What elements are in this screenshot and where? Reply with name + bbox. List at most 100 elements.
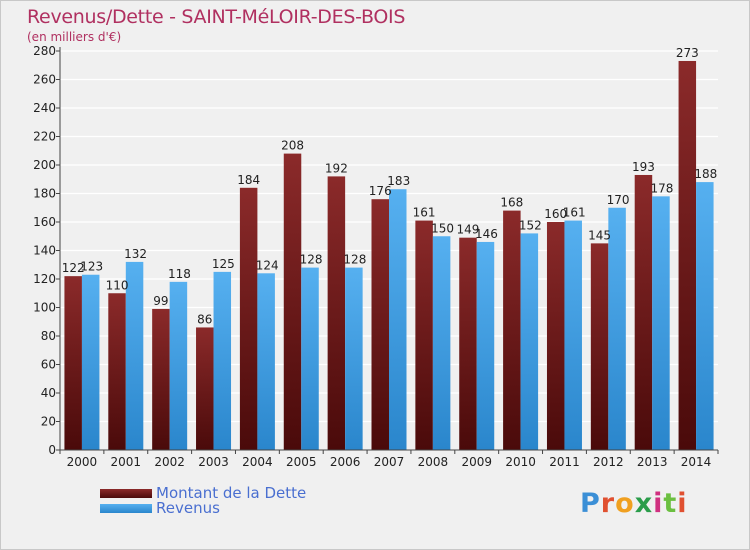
x-tick-label: 2010	[505, 455, 536, 469]
data-label-revenus: 125	[212, 257, 235, 271]
legend-label-revenus: Revenus	[156, 499, 220, 517]
x-tick-label: 2005	[286, 455, 317, 469]
logo-letter: r	[600, 488, 616, 519]
logo-letter: t	[663, 488, 678, 519]
logo-letter: x	[634, 488, 654, 519]
y-tick-label: 80	[41, 329, 56, 343]
bar-dette	[327, 176, 346, 450]
x-tick-label: 2014	[681, 455, 712, 469]
y-tick-label: 120	[33, 272, 56, 286]
bar-dette	[590, 243, 609, 450]
y-tick-label: 260	[33, 73, 56, 87]
x-tick-label: 2004	[242, 455, 273, 469]
proxiti-logo: Proxiti	[580, 488, 688, 519]
bar-dette	[371, 199, 389, 450]
data-label-dette: 193	[632, 160, 655, 174]
bar-revenus	[81, 274, 100, 450]
bar-dette	[152, 308, 170, 450]
x-tick-label: 2011	[549, 455, 580, 469]
bar-dette	[108, 293, 126, 450]
bar-revenus	[520, 233, 539, 450]
data-label-dette: 184	[237, 173, 260, 187]
data-label-dette: 273	[676, 46, 699, 60]
data-label-revenus: 178	[650, 181, 673, 195]
bar-dette	[196, 327, 214, 450]
x-tick-label: 2008	[418, 455, 449, 469]
y-tick-label: 200	[33, 158, 56, 172]
x-tick-label: 2009	[461, 455, 492, 469]
x-tick-label: 2001	[111, 455, 142, 469]
data-label-dette: 168	[500, 196, 523, 210]
data-label-revenus: 188	[694, 167, 717, 181]
bar-revenus	[257, 273, 275, 450]
data-label-revenus: 132	[124, 247, 147, 261]
data-label-dette: 122	[62, 261, 85, 275]
data-label-revenus: 146	[475, 227, 498, 241]
bar-dette	[503, 210, 521, 450]
y-tick-label: 280	[33, 44, 56, 58]
data-label-revenus: 123	[80, 260, 103, 274]
y-tick-label: 240	[33, 101, 56, 115]
data-label-dette: 160	[544, 207, 567, 221]
bar-dette	[634, 174, 653, 450]
y-tick-label: 60	[41, 358, 56, 372]
y-tick-label: 160	[33, 215, 56, 229]
data-label-revenus: 161	[563, 206, 586, 220]
data-label-revenus: 170	[607, 193, 630, 207]
y-tick-label: 0	[48, 443, 56, 457]
data-label-dette: 86	[197, 312, 212, 326]
data-label-revenus: 183	[387, 174, 410, 188]
y-tick-label: 20	[41, 415, 56, 429]
chart-title: Revenus/Dette - SAINT-MéLOIR-DES-BOIS	[27, 6, 406, 28]
x-tick-label: 2007	[374, 455, 405, 469]
x-tick-label: 2012	[593, 455, 624, 469]
x-tick-label: 2000	[67, 455, 98, 469]
data-label-revenus: 152	[519, 218, 542, 232]
bar-dette	[283, 153, 302, 450]
data-label-dette: 145	[588, 228, 611, 242]
logo-letter: o	[615, 488, 635, 519]
bar-dette	[64, 276, 82, 450]
bar-dette	[459, 237, 477, 450]
data-label-revenus: 118	[168, 267, 191, 281]
data-label-dette: 208	[281, 139, 304, 153]
bar-revenus	[169, 281, 188, 450]
y-tick-label: 220	[33, 130, 56, 144]
bar-dette	[546, 222, 565, 450]
bar-revenus	[125, 261, 144, 450]
data-label-revenus: 124	[256, 258, 279, 272]
logo-letter: P	[580, 488, 601, 519]
bar-revenus	[564, 220, 582, 450]
bar-revenus	[476, 241, 495, 450]
bar-dette	[678, 60, 697, 450]
legend-swatch-revenus	[100, 504, 152, 513]
logo-letter: i	[653, 488, 664, 519]
x-tick-label: 2013	[637, 455, 668, 469]
y-tick-label: 180	[33, 187, 56, 201]
data-label-dette: 176	[369, 184, 392, 198]
bar-dette	[239, 187, 258, 451]
data-label-revenus: 128	[343, 253, 366, 267]
bar-revenus	[652, 196, 670, 450]
y-tick-label: 40	[41, 386, 56, 400]
x-tick-label: 2002	[154, 455, 185, 469]
y-tick-label: 100	[33, 301, 56, 315]
bar-revenus	[608, 207, 626, 450]
data-label-dette: 99	[153, 294, 168, 308]
data-label-dette: 161	[413, 206, 436, 220]
legend-label-debt: Montant de la Dette	[156, 484, 307, 502]
data-label-revenus: 128	[300, 253, 323, 267]
legend-swatch-debt	[100, 489, 152, 498]
data-label-revenus: 150	[431, 221, 454, 235]
x-tick-label: 2003	[198, 455, 229, 469]
bar-revenus	[432, 236, 451, 450]
data-label-dette: 149	[457, 223, 480, 237]
bar-revenus	[389, 189, 407, 450]
chart-subtitle: (en milliers d'€)	[27, 30, 122, 44]
data-label-dette: 110	[106, 278, 129, 292]
logo-letter: i	[677, 488, 688, 519]
bar-revenus	[345, 267, 363, 450]
bar-revenus	[301, 267, 319, 450]
y-tick-label: 140	[33, 244, 56, 258]
